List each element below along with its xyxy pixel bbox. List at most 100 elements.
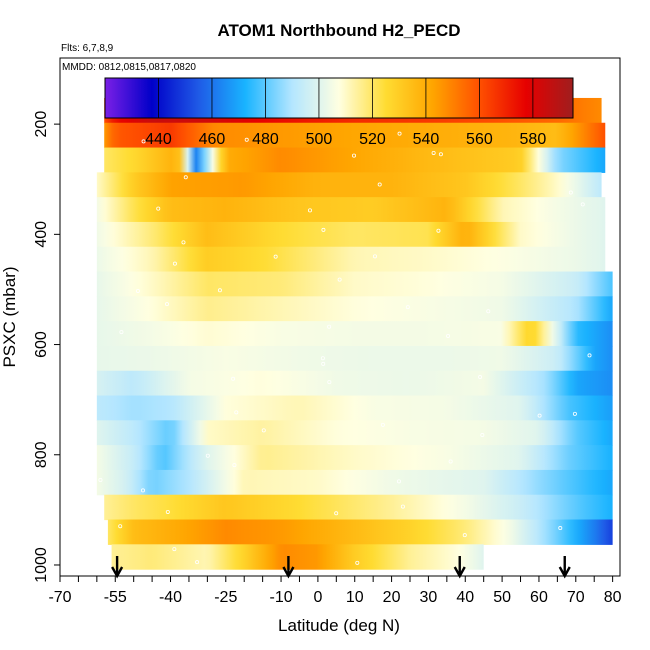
y-tick-label: 400 bbox=[33, 221, 50, 248]
x-tick-label: 40 bbox=[456, 589, 474, 606]
sample-marker bbox=[537, 413, 542, 418]
heatmap-layer bbox=[96, 197, 606, 223]
dates-label: MMDD: 0812,0815,0817,0820 bbox=[62, 62, 196, 73]
sample-marker bbox=[327, 380, 332, 385]
sample-marker bbox=[217, 288, 222, 293]
y-tick-label: 800 bbox=[33, 441, 50, 468]
sample-marker bbox=[355, 560, 360, 565]
sample-marker bbox=[181, 240, 186, 245]
sample-marker bbox=[327, 324, 332, 329]
y-axis: 200 400 600 800 1000 bbox=[33, 111, 60, 583]
heatmap-layer bbox=[96, 469, 613, 496]
sample-marker bbox=[273, 254, 278, 259]
sample-marker bbox=[232, 463, 237, 468]
heatmap-layer bbox=[96, 370, 613, 397]
x-tick-label: -10 bbox=[269, 589, 292, 606]
chart-title: ATOM1 Northbound H2_PECD bbox=[217, 21, 460, 40]
heatmap-layer bbox=[96, 345, 613, 372]
x-tick-label: -70 bbox=[48, 589, 71, 606]
heatmap-layer bbox=[96, 271, 613, 297]
heatmap-layer bbox=[96, 246, 606, 273]
sample-marker bbox=[400, 504, 405, 509]
sample-marker bbox=[172, 547, 177, 552]
heatmap-layer bbox=[104, 494, 613, 521]
sample-marker bbox=[431, 150, 436, 155]
x-tick-label: -55 bbox=[104, 589, 127, 606]
x-tick-label: 80 bbox=[604, 589, 622, 606]
sample-marker bbox=[135, 288, 140, 293]
sample-marker bbox=[352, 153, 357, 158]
colorbar-rect bbox=[104, 77, 574, 119]
y-tick-label: 1000 bbox=[33, 547, 50, 583]
heatmap-layer bbox=[96, 296, 613, 322]
sample-marker bbox=[231, 376, 236, 381]
colorbar bbox=[104, 77, 574, 119]
x-axis-label: Latitude (deg N) bbox=[278, 616, 400, 635]
y-tick-label: 200 bbox=[33, 111, 50, 138]
x-tick-label: -25 bbox=[214, 589, 237, 606]
sample-marker bbox=[119, 330, 124, 335]
sample-marker bbox=[448, 459, 453, 464]
sample-marker bbox=[98, 478, 103, 483]
x-axis: -70 -55 -40 -25 -10 0 10 20 30 40 50 60 70 80 bbox=[48, 576, 622, 606]
x-tick-label: 0 bbox=[313, 589, 322, 606]
colorbar-ticks: 440 460 480 500 520 540 560 580 bbox=[145, 78, 546, 148]
flight-arrow-head bbox=[558, 566, 571, 579]
sample-marker bbox=[396, 479, 401, 484]
sample-marker bbox=[568, 190, 573, 195]
colorbar-tick-label: 580 bbox=[520, 131, 547, 148]
sample-marker bbox=[486, 309, 491, 314]
heatmap-layer bbox=[96, 420, 613, 446]
colorbar-tick-label: 520 bbox=[359, 131, 386, 148]
sample-marker bbox=[380, 422, 385, 427]
heatmap-layer bbox=[96, 321, 613, 347]
sample-marker bbox=[438, 152, 443, 157]
sample-markers bbox=[98, 104, 592, 565]
colorbar-tick-label: 460 bbox=[199, 131, 226, 148]
sample-marker bbox=[478, 375, 483, 380]
heatmap-layer bbox=[104, 147, 606, 173]
sample-marker bbox=[462, 533, 467, 538]
sample-marker bbox=[261, 428, 266, 433]
y-axis-label: PSXC (mbar) bbox=[0, 266, 19, 367]
x-tick-label: 10 bbox=[346, 589, 364, 606]
heatmap-layer bbox=[96, 395, 613, 421]
sample-marker bbox=[307, 208, 312, 213]
flight-arrow-head bbox=[282, 566, 295, 579]
colorbar-tick-label: 500 bbox=[306, 131, 333, 148]
colorbar-tick-label: 480 bbox=[252, 131, 279, 148]
sample-marker bbox=[337, 277, 342, 282]
x-tick-label: 70 bbox=[567, 589, 585, 606]
sample-marker bbox=[205, 453, 210, 458]
sample-marker bbox=[156, 206, 161, 211]
sample-marker bbox=[183, 175, 188, 180]
x-tick-label: -40 bbox=[159, 589, 182, 606]
sample-marker bbox=[244, 137, 249, 142]
x-tick-label: 50 bbox=[493, 589, 511, 606]
x-tick-label: 60 bbox=[530, 589, 548, 606]
colorbar-tick-label: 560 bbox=[466, 131, 493, 148]
heatmap-layer bbox=[104, 122, 606, 149]
sample-marker bbox=[377, 182, 382, 187]
sample-marker bbox=[372, 254, 377, 259]
heatmap-layer bbox=[111, 544, 484, 570]
sample-marker bbox=[321, 361, 326, 366]
heatmap-layer bbox=[96, 172, 602, 198]
sample-marker bbox=[480, 433, 485, 438]
heatmap-layer bbox=[96, 445, 613, 471]
colorbar-tick-label: 440 bbox=[145, 131, 172, 148]
sample-marker bbox=[118, 524, 123, 529]
flight-arrow-head bbox=[453, 566, 466, 579]
heatmap-layers bbox=[96, 97, 613, 570]
y-tick-label: 600 bbox=[33, 331, 50, 358]
sample-marker bbox=[172, 261, 177, 266]
sample-marker bbox=[141, 139, 146, 144]
sample-marker bbox=[320, 356, 325, 361]
sample-marker bbox=[446, 333, 451, 338]
flight-arrow-head bbox=[111, 566, 124, 579]
colorbar-tick-label: 540 bbox=[413, 131, 440, 148]
sample-marker bbox=[334, 511, 339, 516]
sample-marker bbox=[140, 488, 145, 493]
sample-marker bbox=[165, 509, 170, 514]
